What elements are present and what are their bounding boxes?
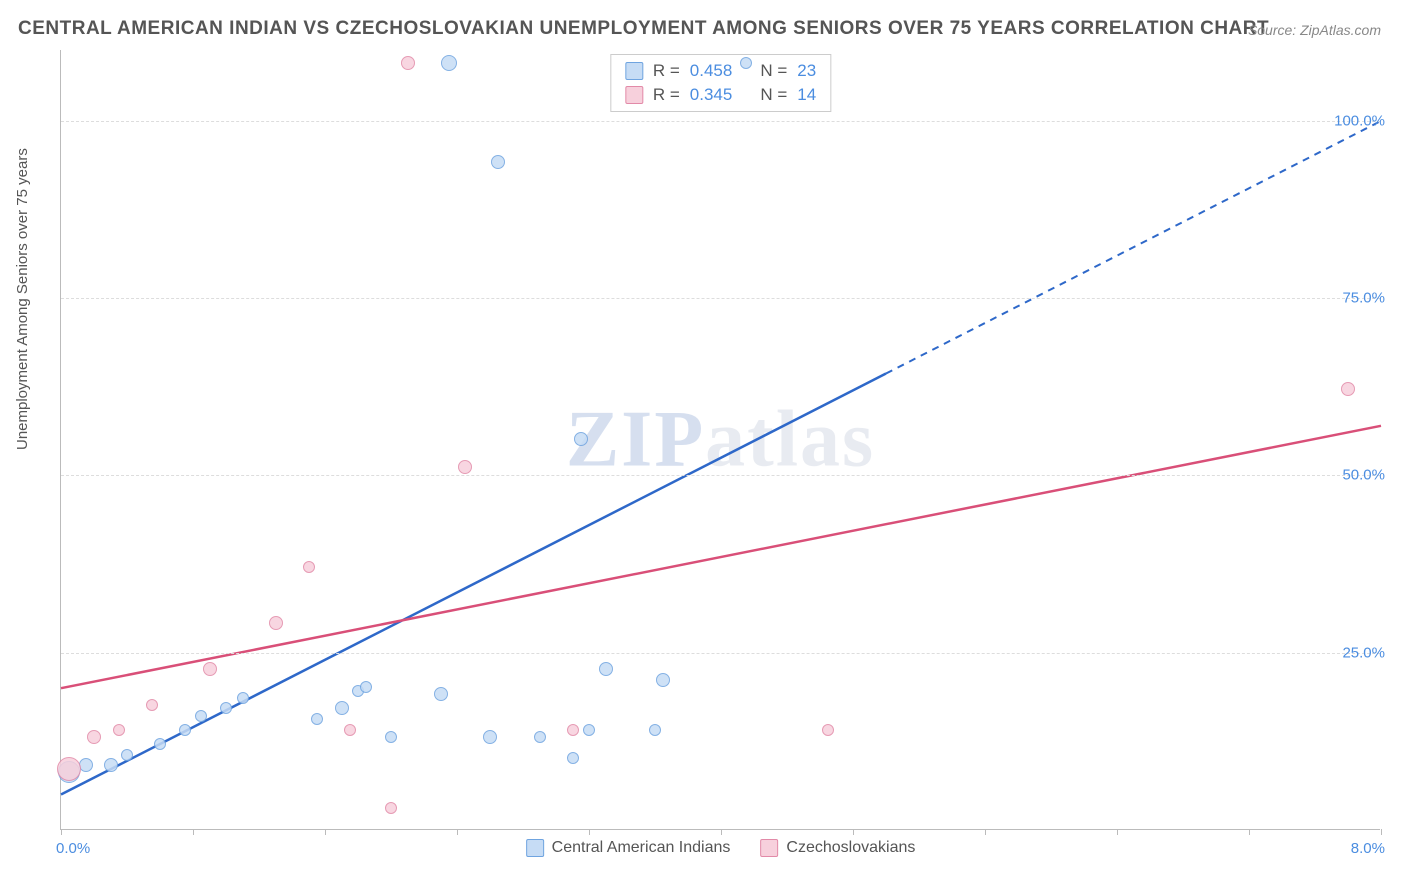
scatter-point [179, 724, 191, 736]
scatter-point [57, 757, 81, 781]
source-label: Source: ZipAtlas.com [1248, 22, 1381, 38]
r-value: 0.345 [690, 85, 733, 105]
scatter-point [385, 802, 397, 814]
scatter-point [656, 673, 670, 687]
y-tick-label: 75.0% [1325, 290, 1385, 307]
scatter-point [335, 701, 349, 715]
trend-line-solid [61, 426, 1381, 688]
scatter-point [220, 702, 232, 714]
x-tick-mark [853, 829, 854, 835]
gridline [61, 475, 1380, 476]
watermark: ZIPatlas [566, 394, 875, 485]
scatter-point [87, 730, 101, 744]
scatter-point [599, 662, 613, 676]
x-axis-max-label: 8.0% [1351, 840, 1385, 857]
x-tick-mark [985, 829, 986, 835]
legend-swatch [526, 839, 544, 857]
scatter-point [441, 55, 457, 71]
n-label: N = [760, 61, 787, 81]
y-tick-label: 25.0% [1325, 644, 1385, 661]
legend-swatch [625, 62, 643, 80]
x-tick-mark [1117, 829, 1118, 835]
trend-line-dashed [886, 121, 1381, 374]
n-label: N = [760, 85, 787, 105]
scatter-point [483, 730, 497, 744]
chart-title: CENTRAL AMERICAN INDIAN VS CZECHOSLOVAKI… [18, 18, 1269, 40]
legend-swatch [760, 839, 778, 857]
scatter-point [649, 724, 661, 736]
n-value: 23 [797, 61, 816, 81]
y-axis-label: Unemployment Among Seniors over 75 years [14, 148, 31, 450]
scatter-point [583, 724, 595, 736]
x-tick-mark [721, 829, 722, 835]
scatter-point [344, 724, 356, 736]
legend-label: Central American Indians [552, 839, 731, 857]
plot-area: ZIPatlas R =0.458N =23R =0.345N =14 0.0%… [60, 50, 1380, 830]
scatter-point [203, 662, 217, 676]
scatter-point [146, 699, 158, 711]
x-tick-mark [457, 829, 458, 835]
scatter-point [303, 561, 315, 573]
gridline [61, 121, 1380, 122]
legend-stats: R = 0.458 N = 23 R = 0.345 N = 14 [610, 54, 831, 112]
scatter-point [458, 460, 472, 474]
scatter-point [1341, 382, 1355, 396]
x-tick-mark [589, 829, 590, 835]
x-axis-min-label: 0.0% [56, 840, 90, 857]
r-label: R = [653, 61, 680, 81]
scatter-point [567, 752, 579, 764]
legend-stat-row: R = 0.345 N = 14 [625, 83, 816, 107]
gridline [61, 653, 1380, 654]
scatter-point [121, 749, 133, 761]
r-value: 0.458 [690, 61, 733, 81]
scatter-point [434, 687, 448, 701]
x-tick-mark [1381, 829, 1382, 835]
r-label: R = [653, 85, 680, 105]
legend-stat-row: R = 0.458 N = 23 [625, 59, 816, 83]
trend-lines [61, 50, 1380, 829]
y-tick-label: 100.0% [1325, 112, 1385, 129]
scatter-point [104, 758, 118, 772]
scatter-point [269, 616, 283, 630]
y-tick-label: 50.0% [1325, 467, 1385, 484]
scatter-point [574, 432, 588, 446]
scatter-point [740, 57, 752, 69]
legend-item: Czechoslovakians [760, 839, 915, 857]
scatter-point [385, 731, 397, 743]
x-tick-mark [1249, 829, 1250, 835]
scatter-point [491, 155, 505, 169]
legend-label: Czechoslovakians [786, 839, 915, 857]
scatter-point [401, 56, 415, 70]
x-tick-mark [61, 829, 62, 835]
gridline [61, 298, 1380, 299]
scatter-point [360, 681, 372, 693]
scatter-point [534, 731, 546, 743]
scatter-point [237, 692, 249, 704]
legend-swatch [625, 86, 643, 104]
scatter-point [822, 724, 834, 736]
scatter-point [195, 710, 207, 722]
scatter-point [113, 724, 125, 736]
x-tick-mark [193, 829, 194, 835]
scatter-point [154, 738, 166, 750]
scatter-point [311, 713, 323, 725]
n-value: 14 [797, 85, 816, 105]
x-tick-mark [325, 829, 326, 835]
scatter-point [567, 724, 579, 736]
legend-series: Central American Indians Czechoslovakians [526, 839, 916, 857]
legend-item: Central American Indians [526, 839, 731, 857]
